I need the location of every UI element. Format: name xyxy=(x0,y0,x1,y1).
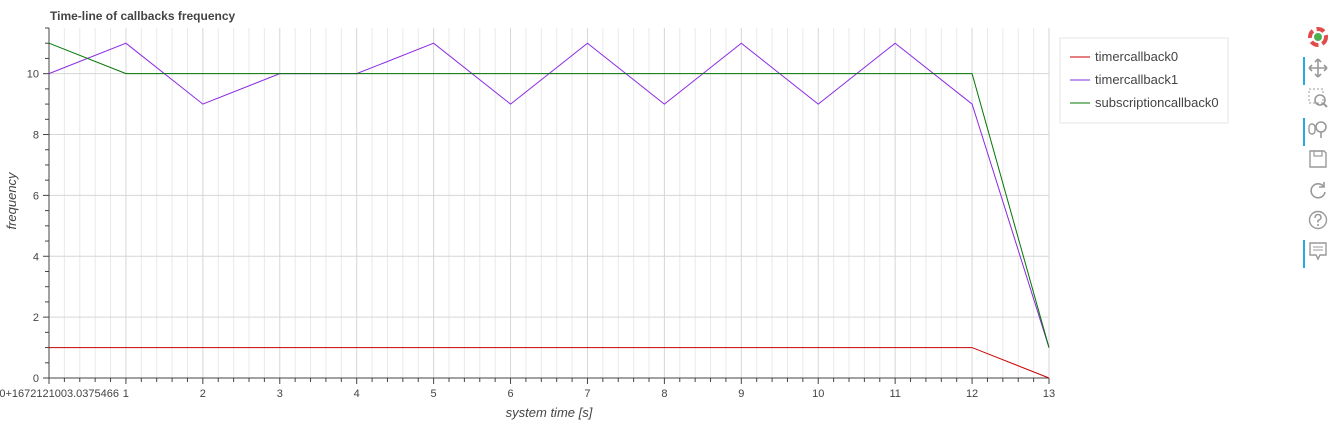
bokeh-logo-tool-button[interactable] xyxy=(1302,24,1332,52)
tick-labels: 0+1672121003.0375466 1 2 3 4 5 6 7 8 9 10 11 12 13024… xyxy=(0,69,1055,400)
legend-label-subscriptioncallback0: subscriptioncallback0 xyxy=(1095,95,1219,110)
axes xyxy=(43,27,1050,384)
y-axis-label: frequency xyxy=(4,171,19,230)
y-tick-label: 0 xyxy=(33,373,39,385)
x-tick-label: 0+1672121003.0375466 xyxy=(0,388,119,400)
legend: timercallback0 timercallback1 subscription… xyxy=(1059,37,1229,124)
pan-icon xyxy=(1308,57,1328,78)
x-tick-label: 12 xyxy=(966,388,978,400)
x-tick-label: 9 xyxy=(738,388,744,400)
hover-tool-button[interactable] xyxy=(1302,238,1332,268)
x-tick-label: 7 xyxy=(584,388,590,400)
box-zoom-tool-button[interactable] xyxy=(1302,85,1332,113)
series-line-subscriptioncallback0 xyxy=(48,42,1050,348)
reset-icon xyxy=(1310,181,1326,199)
wheel-zoom-icon xyxy=(1308,120,1327,138)
minor-grid xyxy=(63,28,1035,378)
x-tick-label: 6 xyxy=(507,388,513,400)
legend-label-timercallback1: timercallback1 xyxy=(1095,72,1178,87)
wheel-zoom-tool-button[interactable] xyxy=(1302,116,1332,146)
active-tool-indicator xyxy=(1303,239,1305,268)
save-tool-button[interactable] xyxy=(1302,146,1332,174)
series-line-timercallback0 xyxy=(49,347,1050,379)
chart-title: Time-line of callbacks frequency xyxy=(50,9,236,23)
active-tool-indicator xyxy=(1303,56,1305,85)
y-tick-label: 8 xyxy=(33,130,39,142)
x-axis-label: system time [s] xyxy=(506,405,593,420)
active-tool-indicator xyxy=(1303,117,1305,146)
help-tool-button[interactable] xyxy=(1302,207,1332,235)
x-tick-label: 5 xyxy=(431,388,437,400)
help-icon xyxy=(1308,210,1328,230)
toolbar xyxy=(1302,24,1332,274)
x-tick-label: 1 xyxy=(123,388,129,400)
x-tick-label: 11 xyxy=(889,388,900,400)
y-tick-label: 10 xyxy=(27,69,39,81)
x-tick-label: 13 xyxy=(1043,388,1055,400)
x-tick-label: 10 xyxy=(812,388,824,400)
y-tick-label: 2 xyxy=(33,312,39,324)
major-grid xyxy=(48,28,1050,379)
legend-label-timercallback0: timercallback0 xyxy=(1095,49,1178,64)
y-tick-label: 6 xyxy=(33,190,39,202)
y-tick-label: 4 xyxy=(33,251,39,263)
save-icon xyxy=(1309,150,1327,168)
series-lines xyxy=(48,42,1050,379)
x-tick-label: 4 xyxy=(354,388,360,400)
x-tick-label: 2 xyxy=(200,388,206,400)
box-zoom-icon xyxy=(1308,88,1328,108)
bokeh-logo-icon xyxy=(1308,27,1328,47)
pan-tool-button[interactable] xyxy=(1302,55,1332,85)
x-tick-label: 3 xyxy=(277,388,283,400)
hover-icon xyxy=(1309,241,1327,261)
x-tick-label: 8 xyxy=(661,388,667,400)
reset-tool-button[interactable] xyxy=(1302,177,1332,205)
line-chart: Time-line of callbacks frequency 0+16721… xyxy=(0,9,1229,420)
